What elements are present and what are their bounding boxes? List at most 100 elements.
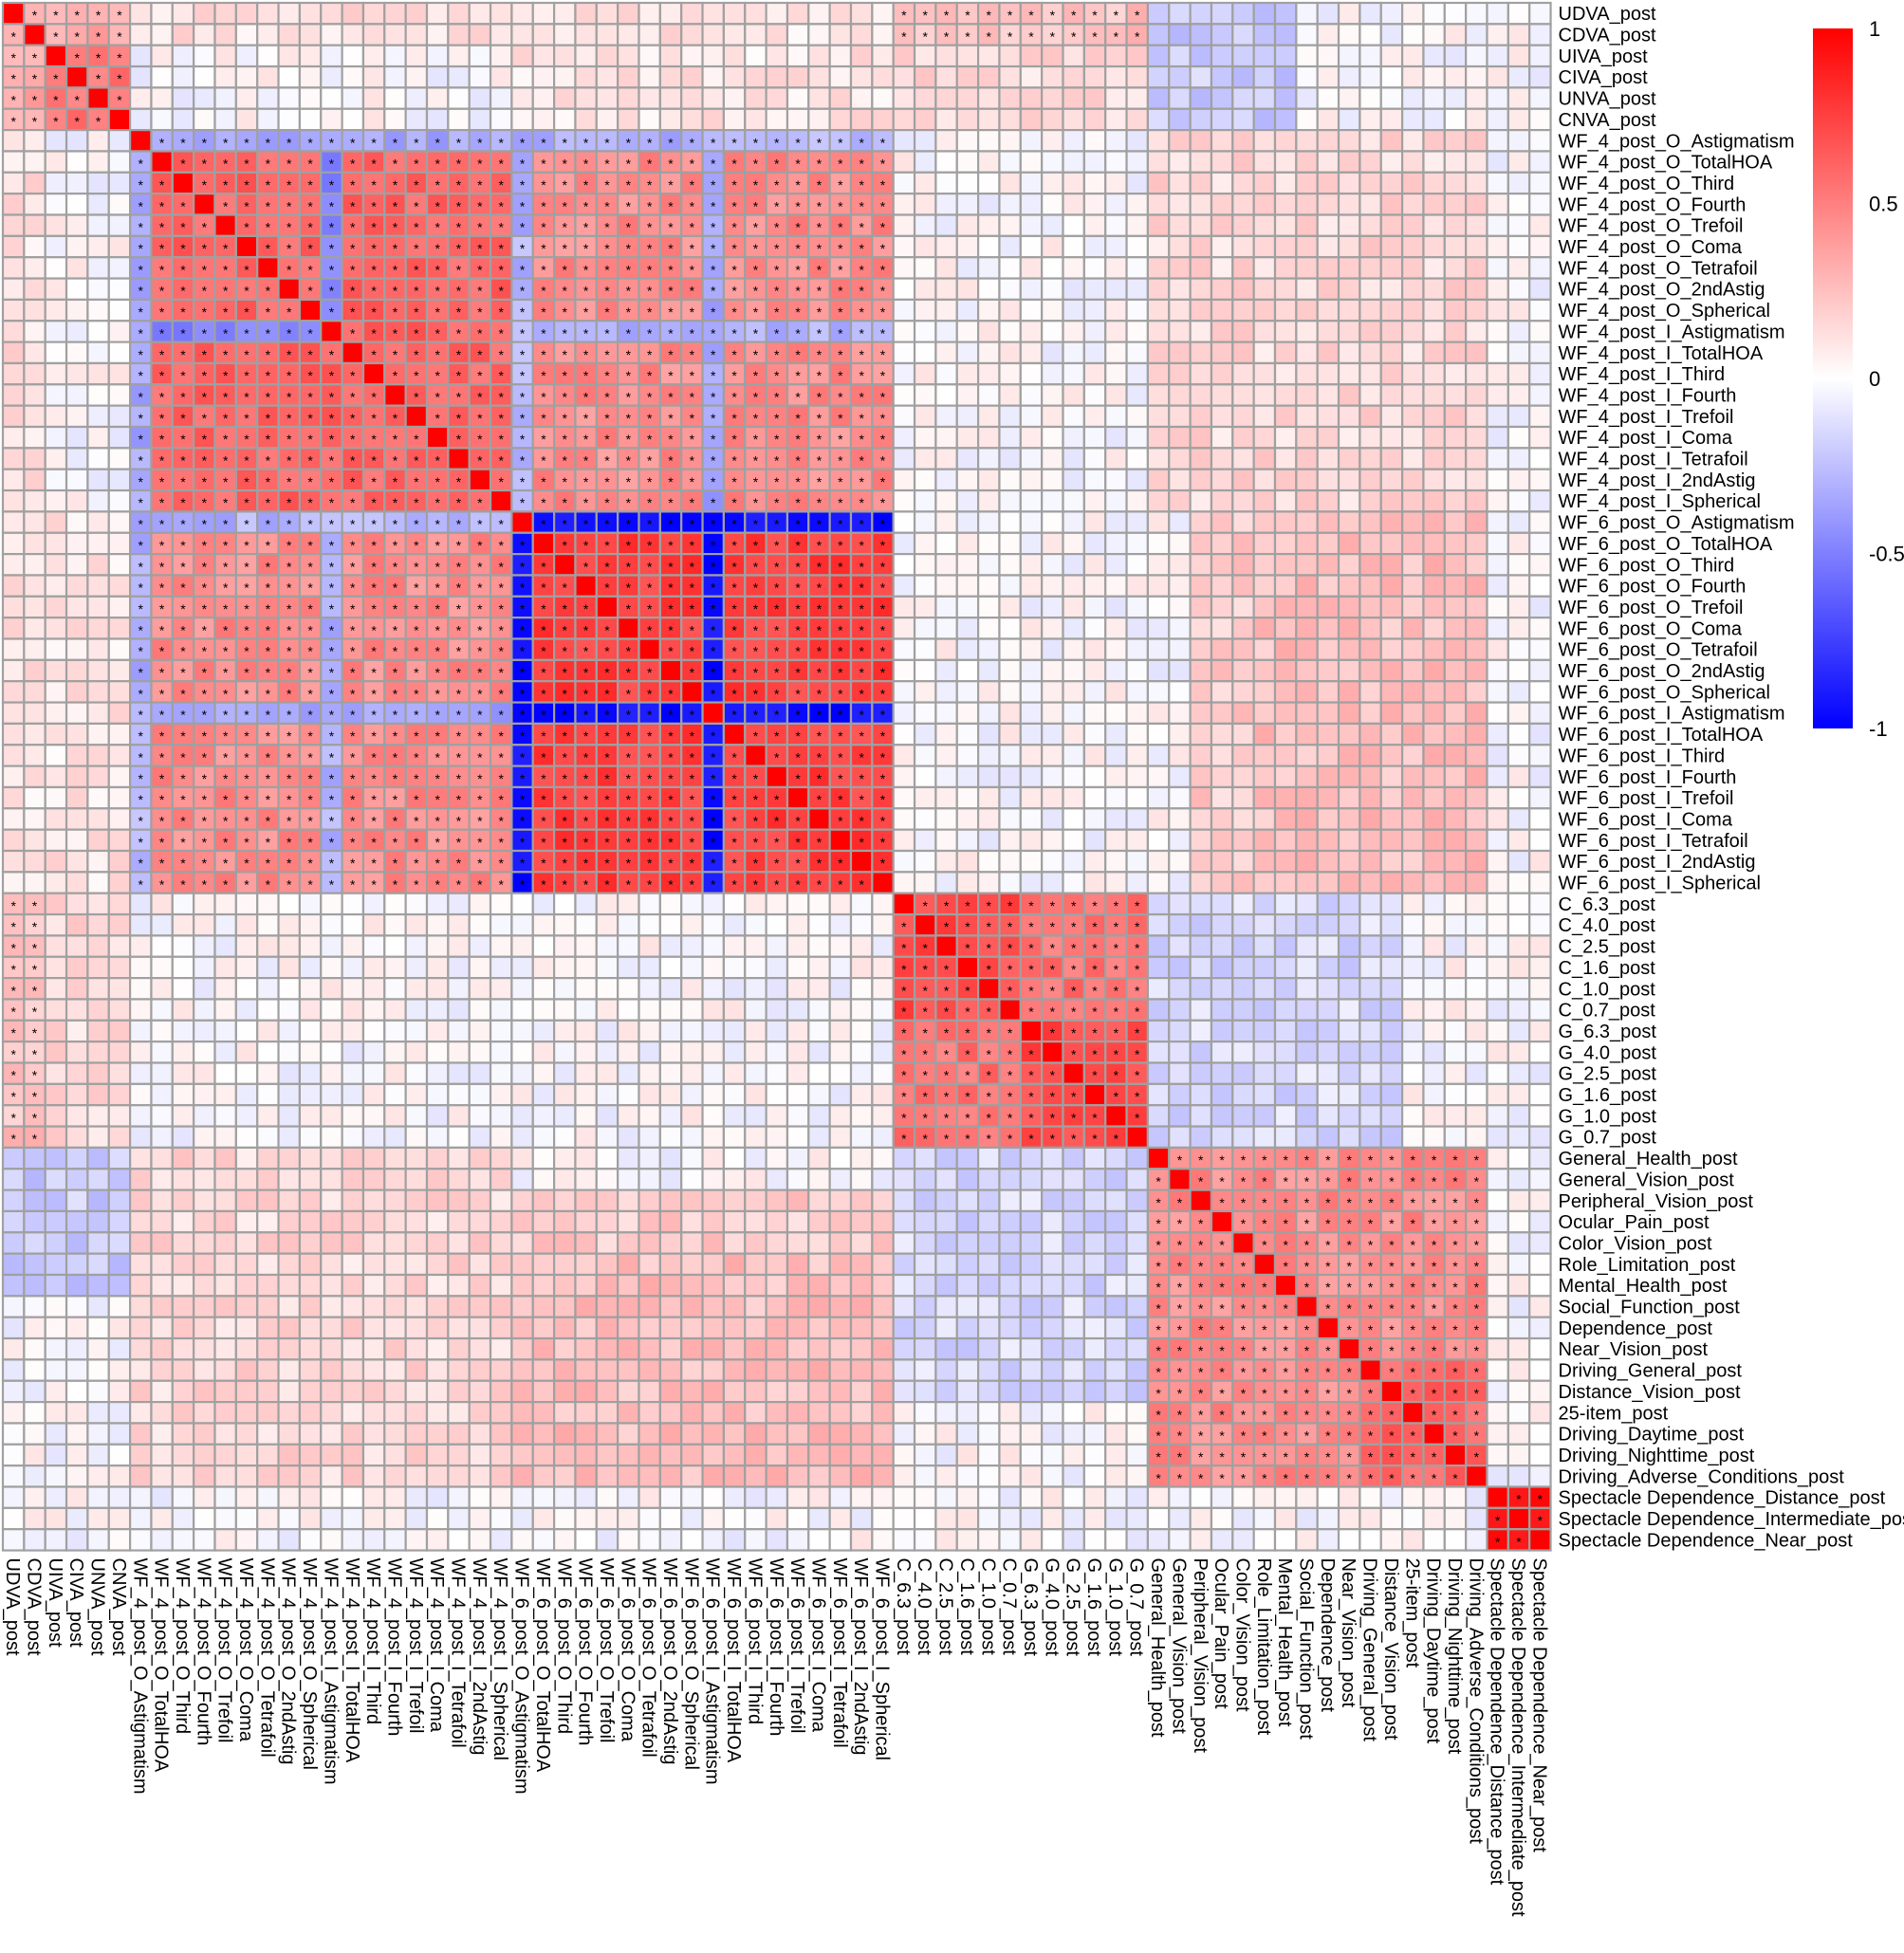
heatmap-cell [998, 86, 1022, 110]
heatmap-cell [658, 1019, 683, 1043]
significance-marker: * [541, 792, 546, 807]
heatmap-cell [510, 64, 534, 89]
significance-marker: * [604, 325, 610, 341]
significance-marker: * [859, 686, 864, 701]
heatmap-cell [1379, 701, 1404, 725]
significance-marker: * [753, 708, 759, 723]
heatmap-cell [1528, 828, 1552, 853]
heatmap-cell [1465, 955, 1488, 980]
significance-marker: * [965, 1025, 970, 1041]
significance-marker: * [266, 877, 271, 893]
significance-marker: * [838, 495, 843, 510]
heatmap-cell [1316, 574, 1340, 598]
significance-marker: * [563, 411, 568, 426]
significance-marker: * [434, 622, 440, 637]
significance-marker: * [563, 368, 568, 383]
significance-marker: * [159, 877, 165, 893]
significance-marker: * [434, 284, 440, 299]
significance-marker: * [690, 135, 695, 150]
heatmap-cell [786, 892, 810, 916]
significance-marker: * [434, 813, 440, 828]
significance-marker: * [266, 771, 271, 786]
heatmap-cell [1273, 722, 1298, 746]
heatmap-cell [1359, 171, 1382, 195]
significance-marker: * [1050, 983, 1056, 998]
significance-marker: * [626, 304, 632, 320]
heatmap-cell [892, 107, 916, 132]
heatmap-cell [1041, 129, 1064, 153]
significance-marker: * [393, 665, 398, 680]
significance-marker: * [180, 389, 186, 404]
heatmap-cell [1, 531, 26, 556]
significance-marker: * [563, 495, 568, 510]
heatmap-cell [1400, 298, 1425, 322]
heatmap-cell [765, 998, 789, 1022]
heatmap-cell [1465, 23, 1488, 46]
heatmap-cell [1252, 744, 1277, 767]
heatmap-cell [1125, 617, 1150, 640]
significance-marker: * [838, 644, 843, 659]
significance-marker: * [795, 813, 801, 828]
significance-marker: * [499, 559, 505, 574]
heatmap-cell [129, 1, 153, 26]
heatmap-cell [765, 1, 789, 26]
heatmap-cell [44, 425, 68, 450]
significance-marker: * [774, 262, 780, 277]
heatmap-cell [298, 107, 323, 132]
heatmap-cell [86, 234, 110, 259]
heatmap-cell [1231, 298, 1255, 322]
significance-marker: * [477, 411, 483, 426]
significance-marker: * [604, 749, 610, 765]
heatmap-cell [1528, 892, 1552, 916]
significance-marker: * [139, 347, 144, 362]
significance-marker: * [477, 622, 483, 637]
heatmap-cell [86, 468, 110, 492]
significance-marker: * [266, 813, 271, 828]
heatmap-cell [638, 1019, 661, 1043]
significance-marker: * [817, 538, 823, 553]
heatmap-cell [1168, 1019, 1192, 1043]
significance-marker: * [965, 983, 970, 998]
heatmap-cell [1, 341, 26, 365]
heatmap-cell [129, 1019, 153, 1043]
significance-marker: * [414, 665, 419, 680]
heatmap-cell [744, 44, 767, 68]
heatmap-cell [1104, 129, 1128, 153]
heatmap-cell [1189, 552, 1213, 577]
heatmap-cell [1019, 785, 1044, 810]
heatmap-cell [913, 658, 937, 683]
heatmap-cell [1486, 488, 1509, 513]
heatmap-cell [1062, 680, 1085, 704]
heatmap-cell [998, 447, 1022, 470]
heatmap-cell [1062, 171, 1085, 195]
heatmap-cell [1252, 828, 1277, 853]
heatmap-cell [1507, 361, 1531, 386]
heatmap-cell [1231, 595, 1255, 619]
heatmap-cell [574, 998, 598, 1022]
significance-marker: * [202, 749, 208, 765]
significance-marker: * [753, 284, 759, 299]
heatmap-cell [680, 934, 704, 958]
heatmap-cell [1465, 1, 1488, 26]
significance-marker: * [223, 538, 229, 553]
significance-marker: * [393, 601, 398, 617]
significance-marker: * [817, 284, 823, 299]
significance-marker: * [774, 728, 780, 744]
significance-marker: * [880, 325, 886, 341]
significance-marker: * [604, 877, 610, 893]
significance-marker: * [583, 728, 589, 744]
heatmap-cell [1189, 701, 1213, 725]
heatmap-cell [955, 658, 980, 683]
heatmap-cell [1443, 1019, 1468, 1043]
significance-marker: * [647, 220, 653, 235]
heatmap-cell [425, 1019, 450, 1043]
significance-marker: * [244, 157, 250, 172]
heatmap-cell [86, 637, 110, 661]
heatmap-cell [1146, 86, 1171, 110]
significance-marker: * [731, 389, 737, 404]
heatmap-cell [1210, 383, 1234, 407]
heatmap-cell [1379, 658, 1404, 683]
significance-marker: * [477, 368, 483, 383]
significance-marker: * [690, 368, 695, 383]
heatmap-cell [1082, 574, 1107, 598]
